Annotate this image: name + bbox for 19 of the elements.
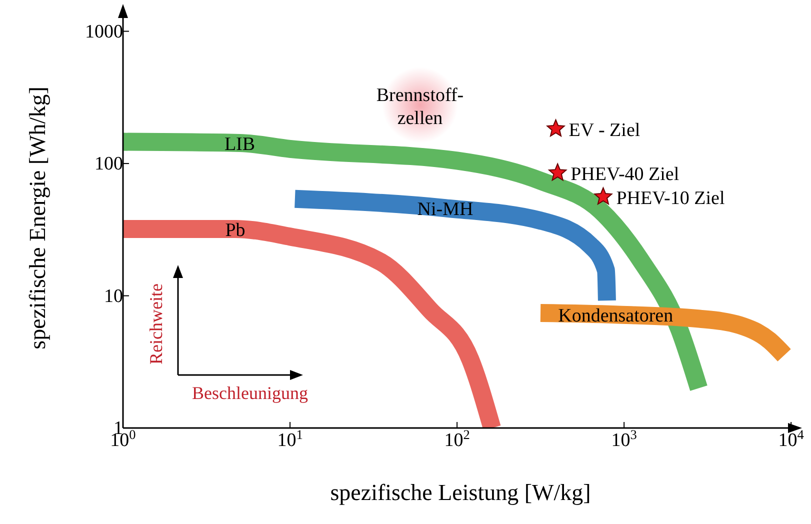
series-label: EV - Ziel xyxy=(568,120,640,141)
x-tick-label: 10$^{2}$ xyxy=(444,426,470,451)
series-label: Kondensatoren xyxy=(558,306,674,327)
y-tick-label: 10 xyxy=(104,286,123,307)
x-tick-label: 10$^{4}$ xyxy=(778,426,804,451)
series-label: LIB xyxy=(224,134,256,155)
y-axis-title: spezifische Energie [Wh/kg] xyxy=(25,86,50,350)
annotation: Reichweite xyxy=(146,284,166,364)
series-label: PHEV-10 Ziel xyxy=(616,188,725,209)
x-tick-label: 10$^{3}$ xyxy=(611,426,638,451)
annotation: Brennstoff- zellen xyxy=(376,85,464,129)
x-axis-title: spezifische Leistung [W/kg] xyxy=(330,480,591,505)
series-label: Pb xyxy=(225,220,246,241)
y-tick-label: 100 xyxy=(94,154,123,175)
annotation: Beschleunigung xyxy=(192,383,308,403)
y-tick-label: 1000 xyxy=(85,21,123,42)
x-tick-label: 10$^{1}$ xyxy=(277,426,303,451)
series-label: Ni-MH xyxy=(417,199,474,220)
series-label: PHEV-40 Ziel xyxy=(570,164,680,185)
